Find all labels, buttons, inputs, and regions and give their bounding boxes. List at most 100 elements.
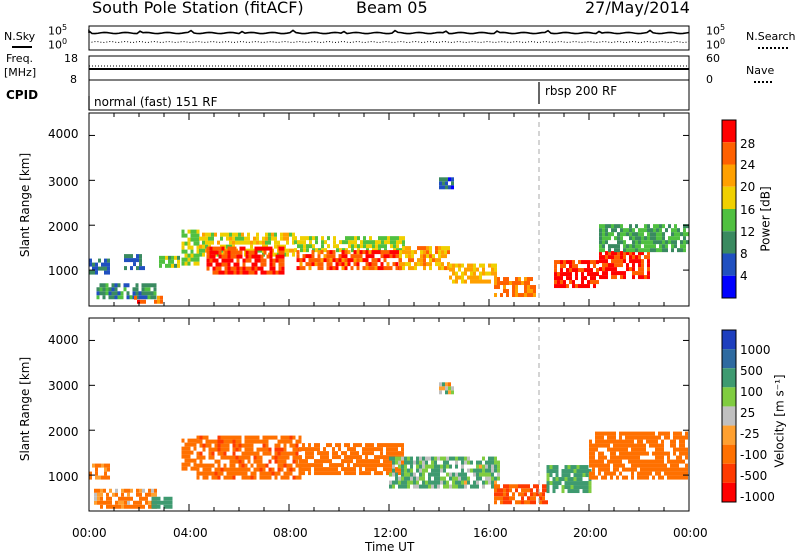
velocity-band-10 [589,431,688,480]
date-label: 27/May/2014 [585,0,690,17]
freq-label-1: Freq. [6,52,34,65]
velocity-cbar-cell-7 [722,444,736,464]
velocity-band-11 [439,382,454,395]
nsky-line [88,29,690,35]
velocity-band-5 [196,435,302,480]
velocity-cbar-tick-25: 25 [740,406,756,420]
velocity-band-9 [546,465,592,494]
nsky-strip-frame [88,25,690,51]
freq-tick-bottom: 8 [70,73,77,86]
velocity-yaxis-label: Slant Range [km] [18,356,33,462]
nave-tick-top: 60 [706,52,720,65]
power-cbar-label: Power [dB] [758,186,773,252]
power-band-17 [599,224,689,253]
power-band-11 [296,250,402,271]
cpid-strip-frame [88,79,690,111]
nsearch-tick-top: 105 [706,23,726,38]
nsearch-line [88,40,690,44]
power-cbar-cell-3 [722,164,736,187]
velocity-band-4 [181,438,197,471]
velocity-cbar-label: Velocity [m s⁻¹] [772,374,787,468]
velocity-ytick-1000: 1000 [48,470,79,484]
power-cbar-tick-16: 16 [740,203,756,217]
power-band-2 [96,283,157,300]
nave-tick-bottom: 0 [706,73,713,86]
xtick-5: 20:00 [573,526,608,540]
power-band-14 [494,277,536,298]
velocity-cbar-cell-1 [722,330,736,350]
xtick-2: 08:00 [273,526,308,540]
power-band-12 [399,246,450,271]
xtick-6: 00:00 [673,526,708,540]
cpid-segment-1: normal (fast) 151 RF [94,95,218,109]
velocity-band-8 [494,484,548,505]
velocity-ytick-3000: 3000 [48,379,79,393]
velocity-band-3 [151,496,173,509]
velocity-cbar-frame [721,329,737,503]
power-cbar-cell-8 [722,275,736,298]
nsky-label: N.Sky [4,30,36,43]
power-band-10 [294,236,405,253]
velocity-ytick-4000: 4000 [48,333,79,347]
nsky-tick-top: 105 [48,23,68,38]
power-ytick-1000: 1000 [48,264,79,278]
nsearch-tick-bottom: 100 [706,37,726,52]
velocity-cbar-cell-2 [722,349,736,369]
xtick-4: 16:00 [473,526,508,540]
power-band-7 [181,229,200,266]
power-cbar-cell-7 [722,253,736,276]
freq-tick-top: 18 [64,52,78,65]
power-band-13 [449,263,497,284]
velocity-cbar-cell-6 [722,425,736,445]
power-cbar-tick-28: 28 [740,137,756,151]
power-band-1 [89,258,110,275]
velocity-band-1 [89,463,110,480]
velocity-cbar-cell-4 [722,387,736,407]
velocity-cbar-tick-500: 500 [740,364,763,378]
xtick-1: 04:00 [173,526,208,540]
power-yaxis-label: Slant Range [km] [18,152,33,258]
power-band-18 [439,177,454,190]
xtick-0: 00:00 [72,526,107,540]
velocity-cbar-cell-9 [722,482,736,502]
velocity-cbar-tick-1000: 1000 [740,343,771,357]
freq-label-2: [MHz] [4,66,37,79]
velocity-band-6 [299,443,404,476]
beam-label: Beam 05 [356,0,428,17]
power-cbar-tick-20: 20 [740,180,756,194]
velocity-cbar-tick-100: 100 [740,385,763,399]
power-cbar-cell-2 [722,142,736,165]
nsky-legend-line [12,46,32,48]
xtick-3: 12:00 [373,526,408,540]
power-band-6 [159,255,180,268]
power-band-16 [599,251,650,280]
nsky-tick-bottom: 100 [48,37,68,52]
velocity-cbar-cell-8 [722,463,736,483]
nave-legend-line [754,81,772,83]
power-cbar-tick-12: 12 [740,225,756,239]
power-ytick-3000: 3000 [48,175,79,189]
nsearch-label: N.Search [746,30,796,43]
power-cbar-cell-6 [722,231,736,254]
velocity-cbar-tick-neg100: -100 [740,448,768,462]
velocity-cbar-tick-neg25: -25 [740,427,760,441]
power-band-3 [134,295,146,304]
power-band-15 [554,260,599,289]
xaxis-label: Time UT [365,540,415,554]
power-band-4 [154,295,163,304]
cpid-label: CPID [6,88,39,102]
velocity-cbar-cell-5 [722,406,736,426]
power-cbar-frame [721,119,737,299]
power-ytick-4000: 4000 [48,127,79,141]
power-cbar-cell-4 [722,186,736,209]
power-band-5 [124,254,145,271]
velocity-cbar-cell-3 [722,368,736,388]
nave-label: Nave [746,64,775,77]
power-cbar-tick-24: 24 [740,158,756,172]
power-cbar-cell-5 [722,209,736,232]
power-cbar-tick-8: 8 [740,247,748,261]
cpid-segment-2: rbsp 200 RF [545,84,618,98]
nsearch-legend-line [758,47,788,49]
power-cbar-tick-4: 4 [740,269,748,283]
